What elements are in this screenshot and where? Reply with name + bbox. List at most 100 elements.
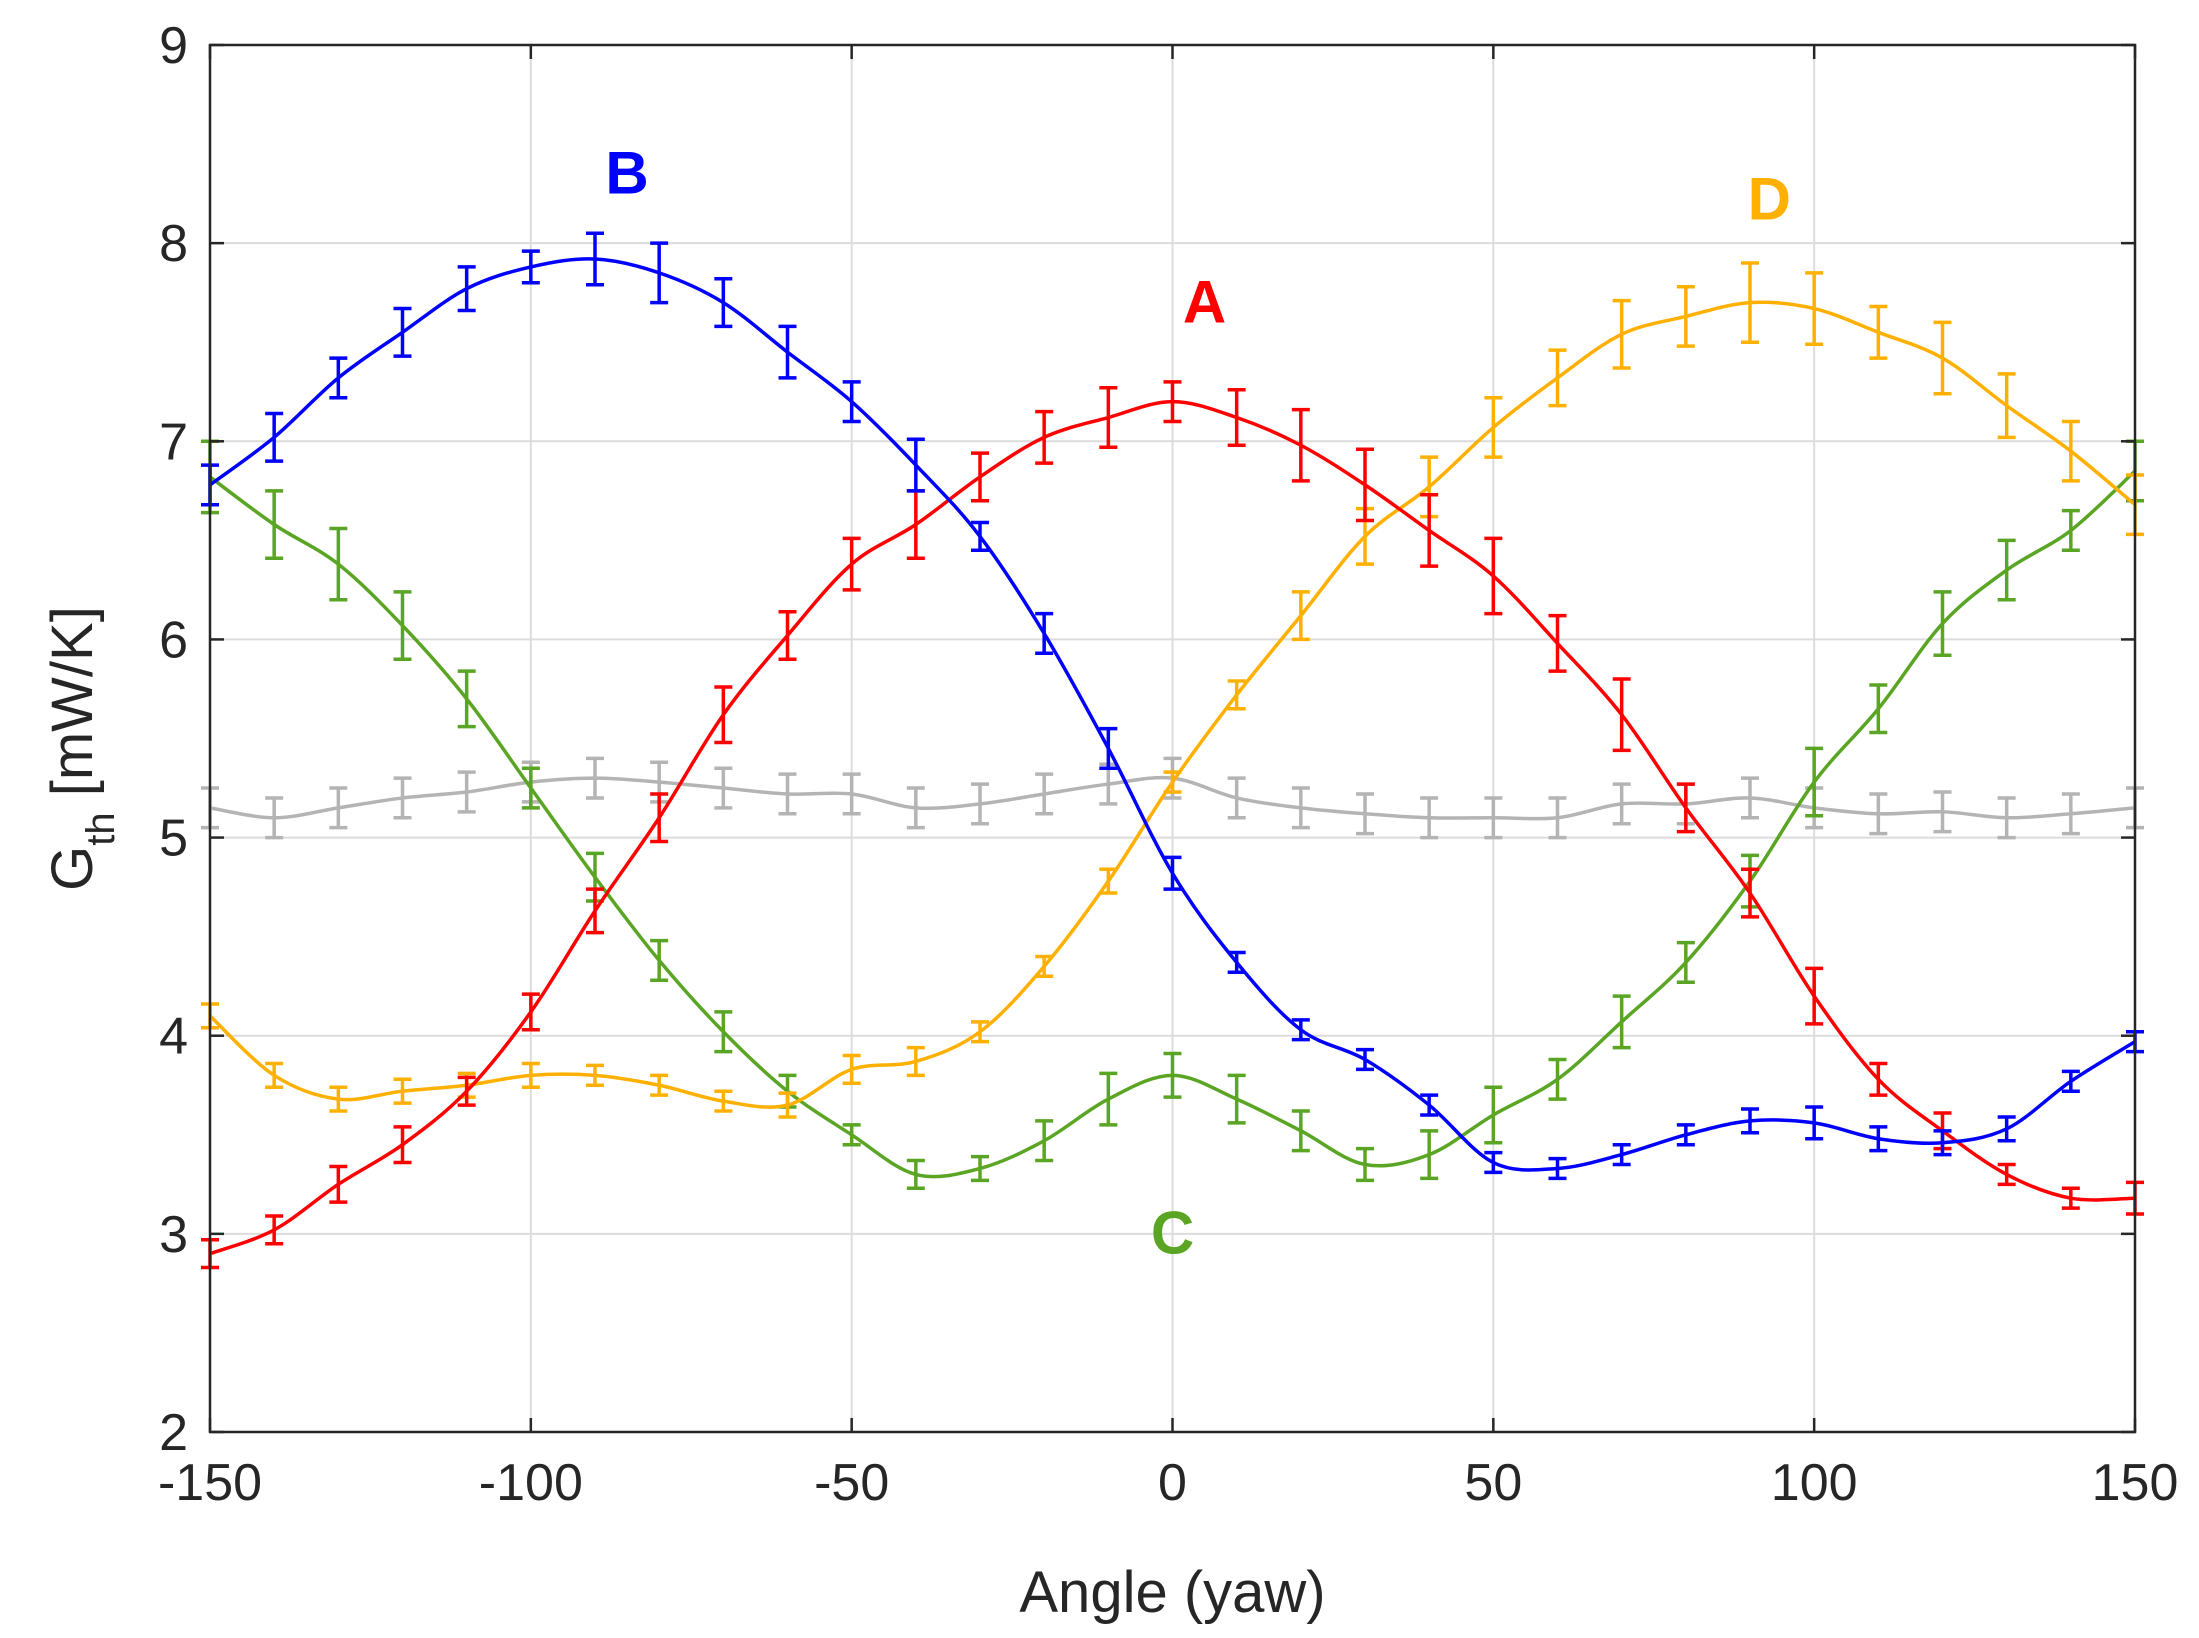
error-bar xyxy=(714,277,733,329)
error-bar xyxy=(457,669,476,729)
error-bar xyxy=(842,380,861,424)
error-bar xyxy=(1741,867,1759,919)
error-bar xyxy=(1612,994,1631,1050)
error-bar xyxy=(906,786,925,830)
error-bar xyxy=(1035,611,1054,656)
error-bar xyxy=(1805,966,1824,1026)
error-bar xyxy=(1548,796,1567,840)
error-bar xyxy=(1805,746,1824,818)
error-bar xyxy=(393,306,412,358)
error-bar xyxy=(265,489,284,560)
error-bar xyxy=(521,249,540,285)
error-bar xyxy=(1227,1073,1246,1125)
error-bar xyxy=(2061,1186,2080,1210)
y-tick-label: 5 xyxy=(159,810,188,868)
y-axis-title-main: G xyxy=(40,846,105,891)
series-a xyxy=(201,380,2144,1270)
error-bar xyxy=(1548,1156,1567,1181)
error-bar xyxy=(586,887,604,935)
error-bar xyxy=(1035,772,1054,816)
error-bar xyxy=(971,451,989,503)
x-tick-label: -50 xyxy=(814,1454,889,1512)
error-bar xyxy=(1099,1071,1118,1127)
error-bar xyxy=(1291,1109,1310,1153)
error-bar xyxy=(714,1010,733,1054)
error-bar xyxy=(1612,1142,1631,1167)
error-bar xyxy=(906,1158,925,1191)
error-bar xyxy=(714,766,733,810)
error-bar xyxy=(586,756,604,800)
error-bar xyxy=(2061,508,2080,553)
error-bar xyxy=(1099,726,1118,770)
error-bar xyxy=(1612,782,1631,826)
error-bar xyxy=(1291,1018,1310,1042)
error-bar xyxy=(650,938,669,982)
error-bar xyxy=(457,770,476,814)
series-line xyxy=(208,257,2136,1172)
error-bar xyxy=(1869,1125,1888,1153)
error-bar xyxy=(393,1077,412,1105)
y-tick-label: 4 xyxy=(159,1008,188,1066)
error-bar xyxy=(2061,792,2080,836)
x-tick-label: 50 xyxy=(1464,1454,1522,1512)
error-bar xyxy=(1869,304,1888,360)
error-bar xyxy=(1356,792,1374,836)
error-bar xyxy=(329,1085,348,1113)
error-bar xyxy=(1676,284,1695,348)
error-bar xyxy=(1997,538,2016,602)
error-bar xyxy=(1420,1093,1439,1117)
y-tick-label: 8 xyxy=(159,215,188,273)
axis-ticks: -150 -100 -50 0 50 100 150 2 3 4 5 6 7 8 9 xyxy=(158,17,2178,1512)
error-bar xyxy=(1227,950,1246,975)
y-tick-label: 6 xyxy=(159,611,188,669)
error-bar xyxy=(393,1125,412,1165)
error-bar xyxy=(1227,679,1246,711)
error-bar xyxy=(329,356,348,400)
error-bar xyxy=(1163,380,1182,424)
error-bar xyxy=(1997,372,2016,440)
error-bar xyxy=(2061,419,2080,483)
error-bar xyxy=(1741,776,1759,820)
error-bar xyxy=(1805,1105,1824,1141)
x-tick-label: 100 xyxy=(1771,1454,1858,1512)
error-bar xyxy=(1484,395,1503,459)
error-bar xyxy=(1933,1129,1952,1157)
error-bar xyxy=(1420,1129,1439,1181)
series-group xyxy=(201,231,2144,1270)
error-bar xyxy=(778,772,797,816)
series-label-b: B xyxy=(605,140,648,207)
error-bar xyxy=(1291,590,1310,642)
error-bar xyxy=(650,792,669,844)
error-bar xyxy=(1227,776,1246,820)
error-bar xyxy=(1933,790,1952,834)
error-bar xyxy=(1484,536,1503,616)
error-bar xyxy=(1291,786,1310,830)
error-bar xyxy=(1933,320,1952,396)
error-bar xyxy=(842,1123,861,1147)
error-bar xyxy=(1741,261,1759,344)
error-bar xyxy=(265,796,284,840)
series-label-a: A xyxy=(1183,268,1226,335)
y-axis-title-subscript: th xyxy=(79,812,123,845)
error-bar xyxy=(1676,940,1695,984)
y-tick-label: 3 xyxy=(159,1206,188,1264)
error-bar xyxy=(1676,782,1695,834)
x-tick-label: -150 xyxy=(158,1454,262,1512)
error-bar xyxy=(1484,1150,1503,1175)
error-bar xyxy=(1933,590,1952,658)
error-bar xyxy=(971,782,989,826)
y-tick-label: 2 xyxy=(159,1404,188,1462)
error-bar xyxy=(329,1164,348,1204)
error-bar xyxy=(971,1154,989,1183)
error-bar xyxy=(1869,1061,1888,1097)
error-bar xyxy=(521,766,540,810)
x-tick-label: 0 xyxy=(1158,1454,1187,1512)
error-bar xyxy=(329,786,348,830)
error-bar xyxy=(265,1214,284,1246)
error-bar xyxy=(778,1091,797,1119)
error-bar xyxy=(265,411,284,463)
y-tick-label: 7 xyxy=(159,413,188,471)
error-bar xyxy=(778,324,797,380)
error-bar xyxy=(393,590,412,661)
